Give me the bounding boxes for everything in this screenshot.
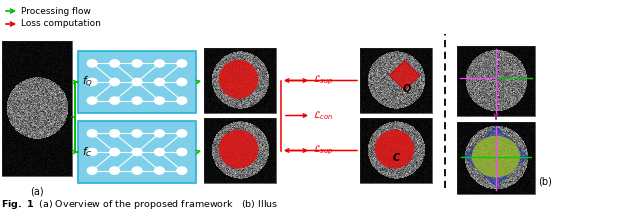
Ellipse shape [154, 78, 165, 86]
Ellipse shape [131, 78, 143, 86]
Bar [204, 48, 276, 113]
Ellipse shape [176, 148, 188, 156]
Ellipse shape [86, 148, 98, 156]
Bar [360, 48, 432, 113]
Text: $f_Q$: $f_Q$ [82, 75, 93, 90]
Text: $\mathcal{L}_{con}$: $\mathcal{L}_{con}$ [313, 109, 333, 122]
Text: $\mathcal{L}_{sup}$: $\mathcal{L}_{sup}$ [313, 74, 333, 87]
Ellipse shape [219, 60, 259, 99]
Ellipse shape [86, 129, 98, 138]
Ellipse shape [154, 96, 165, 105]
Polygon shape [464, 127, 528, 186]
Ellipse shape [86, 166, 98, 175]
Ellipse shape [176, 59, 188, 68]
Ellipse shape [109, 78, 120, 86]
Ellipse shape [219, 130, 259, 169]
Ellipse shape [109, 166, 120, 175]
Ellipse shape [472, 136, 520, 177]
Text: $\mathcal{L}_{sup}$: $\mathcal{L}_{sup}$ [313, 144, 333, 157]
Bar [457, 122, 535, 194]
Ellipse shape [176, 96, 188, 105]
Ellipse shape [131, 96, 143, 105]
Ellipse shape [375, 130, 414, 169]
Text: $\mathbf{Fig.\ 1}$  (a) Overview of the proposed framework   (b) Illus: $\mathbf{Fig.\ 1}$ (a) Overview of the p… [1, 198, 278, 211]
Ellipse shape [131, 166, 143, 175]
Ellipse shape [154, 129, 165, 138]
Text: Processing flow: Processing flow [21, 6, 91, 16]
Text: (a): (a) [30, 186, 44, 196]
Text: C: C [392, 153, 399, 163]
Ellipse shape [109, 148, 120, 156]
Ellipse shape [131, 129, 143, 138]
Ellipse shape [154, 166, 165, 175]
Ellipse shape [176, 166, 188, 175]
Ellipse shape [86, 96, 98, 105]
Text: Q: Q [403, 83, 411, 93]
Polygon shape [390, 61, 420, 90]
Text: $f_C$: $f_C$ [82, 145, 93, 159]
Ellipse shape [109, 96, 120, 105]
Text: (b): (b) [538, 176, 552, 186]
Ellipse shape [86, 78, 98, 86]
Ellipse shape [176, 78, 188, 86]
Ellipse shape [154, 148, 165, 156]
Bar [457, 46, 535, 116]
Text: Loss computation: Loss computation [21, 19, 101, 29]
Ellipse shape [109, 129, 120, 138]
Bar [78, 121, 196, 183]
Ellipse shape [131, 148, 143, 156]
Ellipse shape [86, 59, 98, 68]
Bar [78, 51, 196, 113]
Ellipse shape [176, 129, 188, 138]
Bar [2, 41, 72, 176]
Ellipse shape [154, 59, 165, 68]
Bar [360, 118, 432, 183]
Ellipse shape [109, 59, 120, 68]
Bar [204, 118, 276, 183]
Ellipse shape [131, 59, 143, 68]
